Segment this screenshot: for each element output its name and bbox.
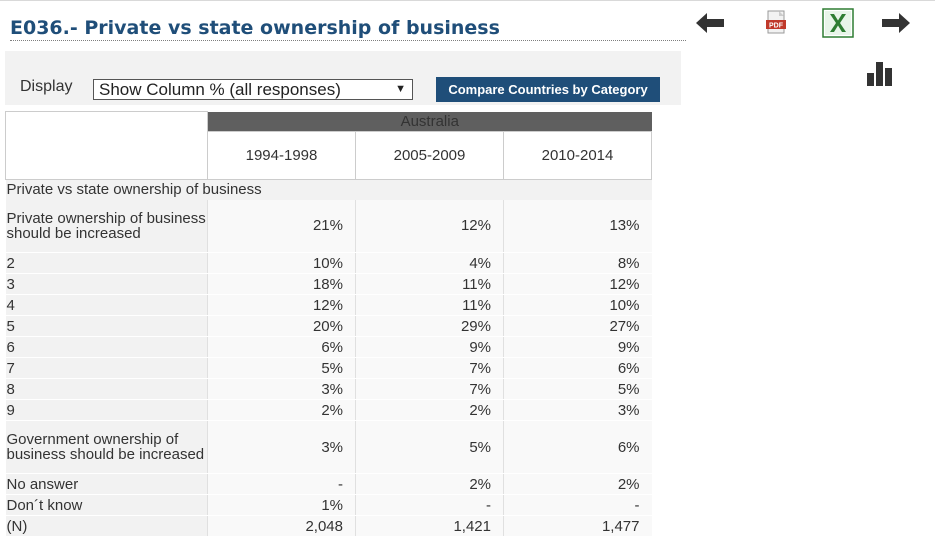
value-cell: 9% <box>503 336 652 358</box>
value-cell: 8% <box>503 252 652 274</box>
row-label: (N) <box>5 515 208 537</box>
display-controls: Display Show Column % (all responses) ▼ … <box>5 51 681 105</box>
display-mode-value: Show Column % (all responses) <box>99 80 341 99</box>
value-cell: 5% <box>207 357 356 379</box>
row-label: 9 <box>5 399 208 421</box>
country-header-row: Australia <box>5 111 652 180</box>
table-row: 5 20% 29% 27% <box>5 315 652 337</box>
value-cell: 2% <box>207 399 356 421</box>
value-cell: 7% <box>355 357 504 379</box>
sample-size-row: (N) 2,048 1,421 1,477 <box>5 515 652 537</box>
page-title: E036.- Private vs state ownership of bus… <box>10 16 686 41</box>
row-label: 4 <box>5 294 208 316</box>
table-row: 3 18% 11% 12% <box>5 273 652 295</box>
period-header-row: 1994-1998 2005-2009 2010-2014 <box>6 131 652 180</box>
table-corner-cell <box>5 111 208 180</box>
period-header: 2010-2014 <box>503 131 652 180</box>
value-cell: 11% <box>355 273 504 295</box>
value-cell: 10% <box>207 252 356 274</box>
sample-size-link[interactable]: 1,477 <box>503 515 652 537</box>
value-cell: 7% <box>355 378 504 400</box>
value-cell: 3% <box>503 399 652 421</box>
value-cell: 18% <box>207 273 356 295</box>
period-header: 2005-2009 <box>355 131 504 180</box>
value-cell: 3% <box>207 378 356 400</box>
row-label: Private ownership of business should be … <box>5 199 208 253</box>
display-mode-select[interactable]: Show Column % (all responses) ▼ <box>93 79 413 100</box>
sample-size-link[interactable]: 2,048 <box>207 515 356 537</box>
table-row: Private ownership of business should be … <box>5 199 652 253</box>
value-cell: - <box>355 494 504 516</box>
row-label: No answer <box>5 473 208 495</box>
value-cell: 12% <box>207 294 356 316</box>
value-cell: 2% <box>503 473 652 495</box>
results-table: Australia 1994-1998 2005-2009 2010-2014 … <box>5 111 652 537</box>
value-cell: 9% <box>355 336 504 358</box>
toolbar: PDF <box>690 8 930 40</box>
sample-size-link[interactable]: 1,421 <box>355 515 504 537</box>
value-cell: 5% <box>355 420 504 474</box>
section-row: Private vs state ownership of business <box>5 179 652 200</box>
value-cell: 2% <box>355 399 504 421</box>
table-row: 7 5% 7% 6% <box>5 357 652 379</box>
country-header: Australia <box>207 111 652 132</box>
value-cell: 21% <box>207 199 356 253</box>
value-cell: 1% <box>207 494 356 516</box>
row-label: 5 <box>5 315 208 337</box>
table-row: No answer - 2% 2% <box>5 473 652 495</box>
value-cell: 6% <box>207 336 356 358</box>
value-cell: 6% <box>503 420 652 474</box>
display-label: Display <box>20 78 73 95</box>
pdf-icon-text: PDF <box>769 23 784 30</box>
row-label: 3 <box>5 273 208 295</box>
arrow-left-icon[interactable] <box>694 8 728 38</box>
table-row: 6 6% 9% 9% <box>5 336 652 358</box>
row-label: 8 <box>5 378 208 400</box>
top-divider <box>0 0 935 1</box>
bar-chart-icon[interactable] <box>864 60 898 88</box>
value-cell: 27% <box>503 315 652 337</box>
row-label: 6 <box>5 336 208 358</box>
value-cell: 2% <box>355 473 504 495</box>
table-row: Government ownership of business should … <box>5 420 652 474</box>
compare-countries-button[interactable]: Compare Countries by Category <box>436 77 660 102</box>
value-cell: 11% <box>355 294 504 316</box>
value-cell: 4% <box>355 252 504 274</box>
table-row: 9 2% 2% 3% <box>5 399 652 421</box>
value-cell: 10% <box>503 294 652 316</box>
value-cell: 12% <box>503 273 652 295</box>
value-cell: 5% <box>503 378 652 400</box>
value-cell: - <box>207 473 356 495</box>
row-label: 7 <box>5 357 208 379</box>
arrow-right-icon[interactable] <box>878 8 912 38</box>
value-cell: 13% <box>503 199 652 253</box>
row-label: Government ownership of business should … <box>5 420 208 474</box>
value-cell: 12% <box>355 199 504 253</box>
value-cell: 20% <box>207 315 356 337</box>
value-cell: 3% <box>207 420 356 474</box>
row-label: 2 <box>5 252 208 274</box>
section-label: Private vs state ownership of business <box>5 179 652 200</box>
table-row: 8 3% 7% 5% <box>5 378 652 400</box>
table-row: 2 10% 4% 8% <box>5 252 652 274</box>
value-cell: 29% <box>355 315 504 337</box>
table-row: Don´t know 1% - - <box>5 494 652 516</box>
excel-icon[interactable] <box>820 8 856 38</box>
table-row: 4 12% 11% 10% <box>5 294 652 316</box>
pdf-icon[interactable]: PDF <box>760 8 794 38</box>
dropdown-arrow-icon: ▼ <box>395 83 406 95</box>
value-cell: - <box>503 494 652 516</box>
value-cell: 6% <box>503 357 652 379</box>
period-header: 1994-1998 <box>207 131 356 180</box>
row-label: Don´t know <box>5 494 208 516</box>
